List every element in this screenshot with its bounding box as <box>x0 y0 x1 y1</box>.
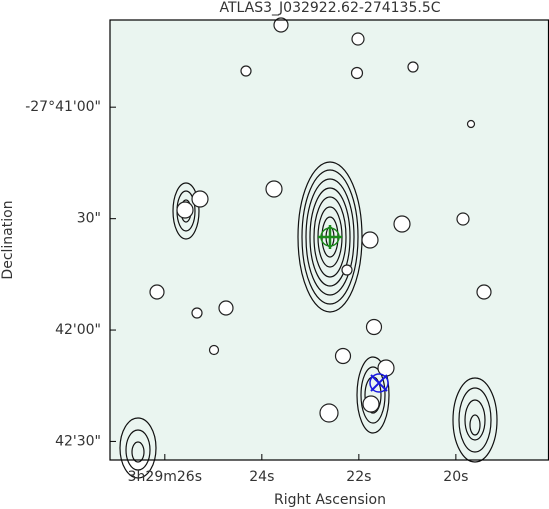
x-axis-label: Right Ascension <box>274 492 386 508</box>
y-tick-label: -27°41'00" <box>25 99 101 115</box>
y-tick-label: 42'00" <box>55 322 101 338</box>
y-tick-label: 42'30" <box>55 433 101 449</box>
chart-title: ATLAS3_J032922.62-274135.5C <box>220 0 441 16</box>
y-axis-label: Declination <box>0 200 16 279</box>
x-tick-label: 22s <box>346 469 371 485</box>
x-tick-label: 3h29m26s <box>128 469 202 485</box>
host-marker <box>369 373 389 393</box>
x-tick-label: 20s <box>443 469 468 485</box>
source-circles <box>149 17 492 423</box>
radio-core-marker <box>318 225 342 249</box>
y-tick-label: 30" <box>77 211 101 227</box>
x-tick-label: 24s <box>249 469 274 485</box>
